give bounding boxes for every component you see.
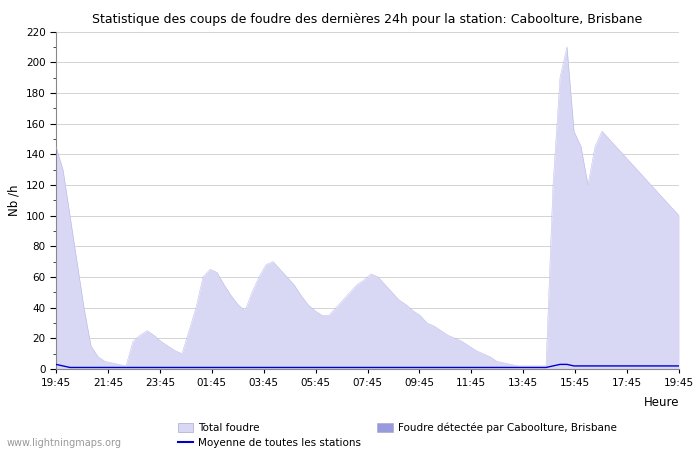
Text: Heure: Heure bbox=[643, 396, 679, 409]
Y-axis label: Nb /h: Nb /h bbox=[7, 184, 20, 216]
Text: www.lightningmaps.org: www.lightningmaps.org bbox=[7, 438, 122, 448]
Title: Statistique des coups de foudre des dernières 24h pour la station: Caboolture, B: Statistique des coups de foudre des dern… bbox=[92, 13, 643, 26]
Legend: Total foudre, Moyenne de toutes les stations, Foudre détectée par Caboolture, Br: Total foudre, Moyenne de toutes les stat… bbox=[174, 418, 621, 450]
